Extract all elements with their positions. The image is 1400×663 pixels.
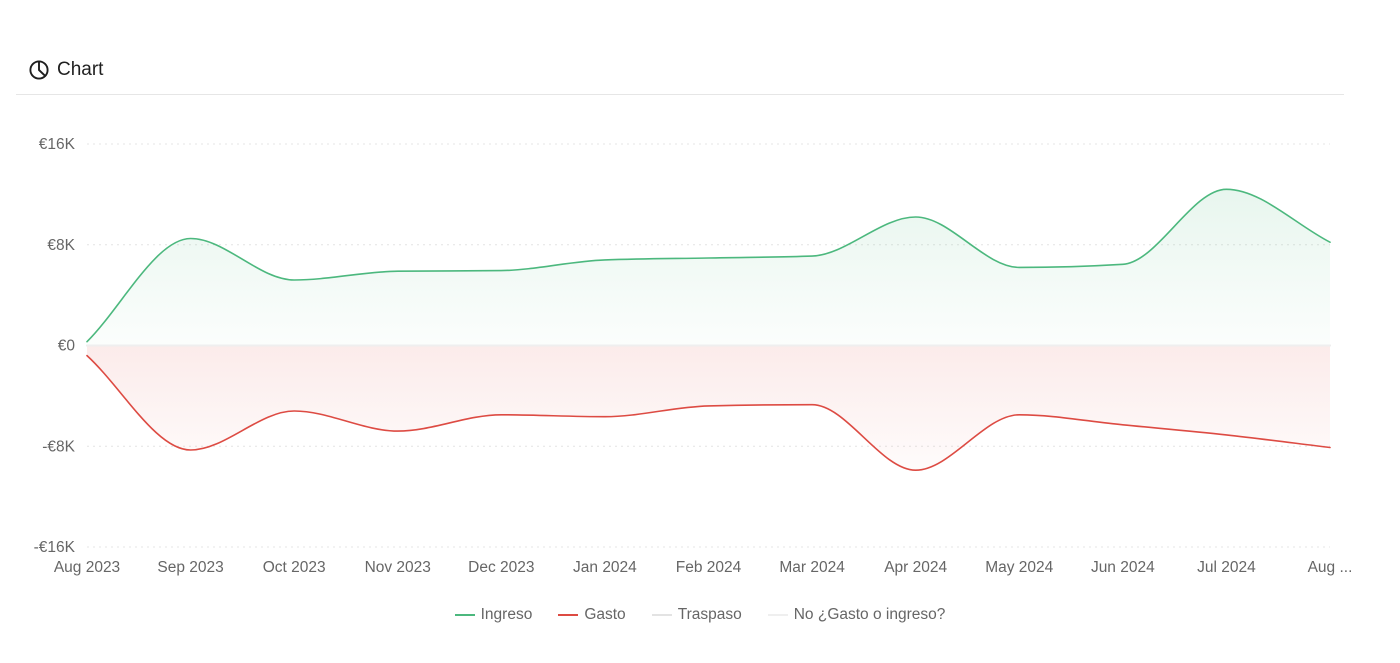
data-point-ingreso [1120,261,1126,267]
data-point-no-gasto-o-ingreso [1223,343,1229,349]
data-point-no-gasto-o-ingreso [602,343,608,349]
x-tick-label: Oct 2023 [263,559,326,576]
x-tick-label: Feb 2024 [676,559,742,576]
data-point-gasto [395,428,401,434]
data-point-gasto [498,412,504,418]
x-tick-label: Sep 2023 [157,559,223,576]
legend-label-gasto: Gasto [584,606,626,623]
legend-item-gasto[interactable]: Gasto [558,606,626,624]
legend-item-ingreso[interactable]: Ingreso [454,606,533,624]
legend-item-traspaso[interactable]: Traspaso [651,606,742,624]
x-tick-label: Apr 2024 [884,559,947,576]
data-point-ingreso [913,214,919,220]
chart-legend: Ingreso Gasto Traspaso No ¿Gasto o ingre… [0,603,1400,627]
data-point-no-gasto-o-ingreso [291,343,297,349]
legend-swatch-traspaso [651,614,672,616]
x-tick-label: Aug ... [1308,559,1353,576]
data-point-ingreso [498,268,504,274]
x-tick-label: Mar 2024 [779,559,845,576]
y-tick-label: €16K [39,136,76,153]
legend-swatch-no-gasto-o-ingreso [767,614,788,616]
data-point-no-gasto-o-ingreso [809,343,815,349]
data-point-ingreso [1223,186,1229,192]
data-point-gasto [1327,445,1333,451]
legend-label-ingreso: Ingreso [480,606,533,623]
data-point-ingreso [809,253,815,259]
data-point-no-gasto-o-ingreso [1016,343,1022,349]
data-point-ingreso [84,339,90,345]
data-point-gasto [1120,422,1126,428]
data-point-ingreso [1327,239,1333,245]
x-tick-label: Jun 2024 [1091,559,1155,576]
data-point-no-gasto-o-ingreso [1327,343,1333,349]
data-point-gasto [1016,412,1022,418]
chart-title: Chart [57,59,104,80]
x-tick-label: Jul 2024 [1197,559,1256,576]
data-point-gasto [291,408,297,414]
legend-swatch-ingreso [454,614,475,616]
y-tick-label: €0 [58,338,76,355]
data-point-no-gasto-o-ingreso [188,343,194,349]
data-point-gasto [602,414,608,420]
y-tick-label: €8K [47,237,75,254]
x-tick-label: Nov 2023 [365,559,431,576]
data-point-gasto [1223,432,1229,438]
y-tick-label: -€8K [42,438,75,455]
data-point-gasto [809,402,815,408]
data-point-ingreso [395,268,401,274]
data-point-gasto [706,403,712,409]
series-area-ingreso [87,189,1330,346]
data-point-gasto [188,447,194,453]
legend-swatch-gasto [558,614,579,616]
series-line-gasto [86,354,1331,471]
data-point-no-gasto-o-ingreso [1120,343,1126,349]
data-point-ingreso [602,257,608,263]
data-point-ingreso [1016,264,1022,270]
data-point-ingreso [291,277,297,283]
data-point-no-gasto-o-ingreso [395,343,401,349]
legend-label-no-gasto-o-ingreso: No ¿Gasto o ingreso? [793,606,946,623]
data-point-no-gasto-o-ingreso [913,343,919,349]
data-point-gasto [84,353,90,359]
legend-label-traspaso: Traspaso [677,606,742,623]
x-tick-label: Jan 2024 [573,559,637,576]
chart-card-header: Chart [16,50,1344,95]
data-point-ingreso [188,236,194,242]
area-chart: €16K €8K €0 -€8K -€16K Aug 2023 Sep 2023 Oct 2… [34,136,1353,576]
pie-chart-icon [29,60,49,80]
series-line-ingreso [86,188,1331,343]
series-area-gasto [87,345,1330,471]
data-point-no-gasto-o-ingreso [706,343,712,349]
x-tick-label: Aug 2023 [54,559,120,576]
data-point-gasto [913,467,919,473]
data-point-no-gasto-o-ingreso [498,343,504,349]
x-tick-label: Dec 2023 [468,559,534,576]
y-tick-label: -€16K [34,539,76,556]
legend-item-no-gasto-o-ingreso[interactable]: No ¿Gasto o ingreso? [767,606,946,624]
x-tick-label: May 2024 [985,559,1053,576]
data-point-ingreso [706,255,712,261]
